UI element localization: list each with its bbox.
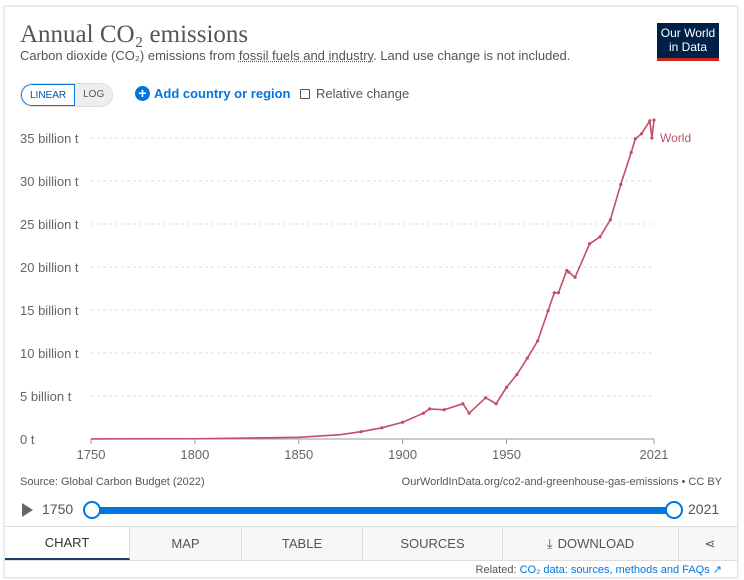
y-tick-label: 10 billion t [20,346,79,361]
data-point [573,275,577,279]
data-point [461,402,465,406]
data-point [484,396,488,400]
data-point [598,235,602,239]
external-link-icon: ↗ [712,564,722,576]
x-tick-label: 2021 [640,447,669,462]
data-point [380,426,384,430]
download-icon: ⤓ [546,535,553,551]
timeline-end-handle[interactable] [665,501,683,519]
x-tick-label: 1800 [180,447,209,462]
source-note[interactable]: Source: Global Carbon Budget (2022) [20,476,205,488]
share-button[interactable]: ⋖ [679,527,737,560]
data-point [359,430,363,434]
data-point [401,420,405,424]
x-tick-label: 1950 [492,447,521,462]
timeline-start: 1750 [42,501,74,517]
data-point [629,151,633,155]
y-tick-label: 15 billion t [20,303,79,318]
relative-change-checkbox[interactable]: Relative change [300,86,409,101]
add-country-button[interactable]: + Add country or region [135,86,291,101]
data-point [633,137,637,141]
related-label: Related: [475,564,520,576]
log-button[interactable]: LOG [75,84,113,106]
series-line-world [90,118,655,440]
tab-map[interactable]: MAP [130,527,242,560]
data-point [442,408,446,412]
chart-url[interactable]: OurWorldInData.org/co2-and-greenhouse-ga… [401,476,722,488]
related-faq-link[interactable]: CO₂ data: sources, methods and FAQs [519,564,710,576]
timeline: 1750 2021 [20,501,725,521]
data-point [428,407,432,411]
share-icon: ⋖ [704,535,716,551]
linear-button[interactable]: LINEAR [21,84,76,106]
data-point [515,372,519,377]
tab-download[interactable]: ⤓ DOWNLOAD [503,527,679,560]
subtitle-text: Carbon dioxide (CO₂) emissions from [20,48,239,63]
data-point [494,402,498,406]
data-point [421,411,425,415]
y-tick-label: 30 billion t [20,174,79,189]
chart-subtitle: Carbon dioxide (CO₂) emissions from foss… [20,48,570,63]
data-point [525,356,529,360]
scale-toggle: LINEAR LOG [20,83,114,107]
data-point [567,270,571,274]
tab-sources[interactable]: SOURCES [363,527,503,560]
timeline-track[interactable] [92,507,674,514]
y-tick-label: 20 billion t [20,260,79,275]
y-tick-label: 35 billion t [20,131,79,146]
related-link: Related: CO₂ data: sources, methods and … [476,563,722,576]
data-point [556,291,561,295]
x-tick-label: 1850 [284,447,313,462]
data-point [608,218,612,222]
logo-line: Our World [660,26,716,40]
owid-logo[interactable]: Our World in Data [657,23,719,61]
data-point [619,182,623,187]
data-point [650,136,654,140]
tab-table[interactable]: TABLE [242,527,363,560]
x-tick-label: 1900 [388,447,417,462]
tab-bar: CHART MAP TABLE SOURCES ⤓ DOWNLOAD ⋖ [5,526,737,561]
x-tick-label: 1750 [77,447,106,462]
logo-line: in Data [668,40,708,54]
chart-title: Annual CO₂ emissions [20,21,249,48]
data-point [587,242,592,246]
relative-change-label: Relative change [316,86,410,101]
subtitle-link[interactable]: fossil fuels and industry [238,48,374,63]
data-point [546,309,550,313]
download-label: DOWNLOAD [557,536,635,551]
data-point [552,291,556,295]
y-tick-label: 25 billion t [20,217,79,232]
add-country-label: Add country or region [154,86,291,101]
chart-card: Annual CO₂ emissions Carbon dioxide (CO₂… [4,6,738,578]
y-tick-label: 5 billion t [20,389,72,404]
subtitle-text-end: . Land use change is not included. [373,48,571,63]
play-icon[interactable] [22,503,33,517]
data-point [536,339,540,343]
data-point [639,132,644,136]
tab-chart[interactable]: CHART [5,527,130,560]
data-point [504,385,509,389]
data-point [652,118,656,122]
series-label-world: World [660,131,691,145]
y-tick-label: 0 t [20,432,35,447]
plus-icon: + [135,86,150,101]
timeline-start-handle[interactable] [83,501,101,519]
checkbox-icon [300,88,310,99]
data-point [648,119,652,123]
line-chart: 0 t 5 billion t 10 billion t 15 billion t 20… [20,118,691,462]
timeline-end: 2021 [688,501,720,517]
data-point [467,411,471,415]
